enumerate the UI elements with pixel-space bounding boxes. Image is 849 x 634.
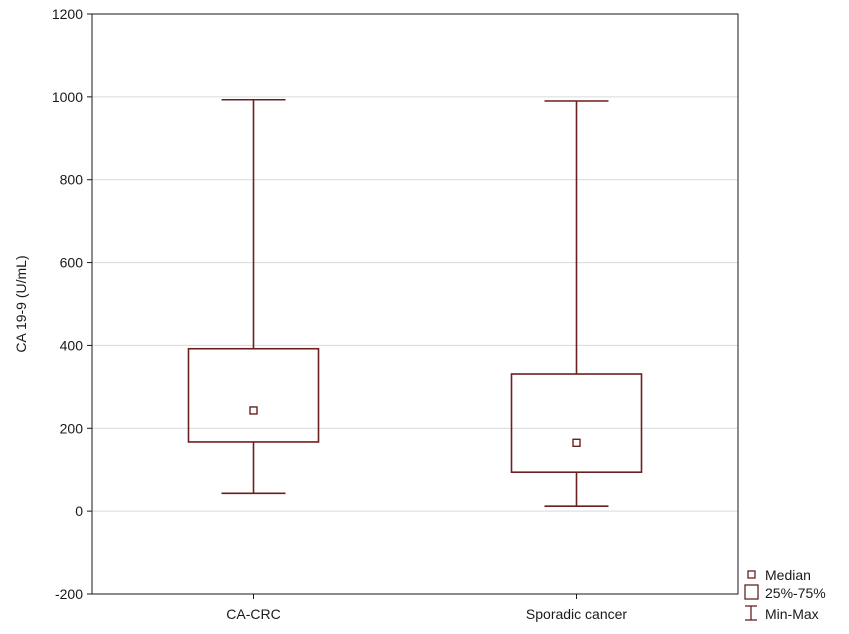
- legend-box-symbol: [744, 584, 759, 600]
- legend-box-label: 25%-75%: [765, 585, 826, 601]
- legend: Median 25%-75% Min-Max: [744, 567, 826, 622]
- grid-lines: [92, 96, 738, 512]
- iqr-box: [510, 373, 643, 473]
- median-marker: [572, 438, 581, 447]
- x-tick-label: CA-CRC: [226, 606, 280, 622]
- y-tick-label: 1200: [52, 6, 83, 22]
- y-tick-label: 0: [75, 503, 83, 519]
- x-axis: CA-CRC Sporadic cancer: [226, 594, 627, 622]
- plot-area: [91, 13, 739, 595]
- box-1: [187, 98, 320, 495]
- y-axis-title: CA 19-9 (U/mL): [13, 255, 29, 352]
- y-axis: -200 0 200 400 600 800 1000 1200: [52, 6, 92, 602]
- x-tick-label: Sporadic cancer: [526, 606, 628, 622]
- legend-whisker-symbol: [745, 605, 757, 621]
- legend-whisker-label: Min-Max: [765, 606, 819, 622]
- box-2: [510, 100, 643, 507]
- y-tick-label: 400: [60, 337, 84, 353]
- y-tick-label: -200: [55, 586, 83, 602]
- median-marker: [249, 406, 258, 415]
- y-tick-label: 200: [60, 420, 84, 436]
- y-tick-label: 1000: [52, 89, 83, 105]
- y-tick-label: 800: [60, 172, 84, 188]
- iqr-box: [187, 347, 320, 443]
- y-tick-label: 600: [60, 255, 84, 271]
- boxes: [187, 98, 643, 507]
- legend-median-label: Median: [765, 567, 811, 583]
- legend-median-symbol: [747, 570, 756, 579]
